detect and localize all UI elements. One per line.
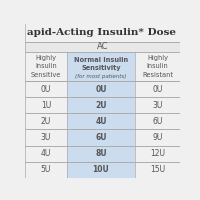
Text: Sensitive: Sensitive (31, 72, 61, 78)
Text: 6U: 6U (152, 117, 163, 126)
Text: 10U: 10U (93, 165, 109, 174)
FancyBboxPatch shape (25, 146, 67, 162)
Text: 0U: 0U (152, 85, 163, 94)
FancyBboxPatch shape (25, 113, 67, 129)
FancyBboxPatch shape (25, 52, 67, 81)
FancyBboxPatch shape (25, 81, 67, 97)
FancyBboxPatch shape (135, 129, 180, 146)
Text: Insulin: Insulin (35, 63, 57, 69)
FancyBboxPatch shape (135, 52, 180, 81)
FancyBboxPatch shape (25, 97, 67, 113)
Text: 9U: 9U (152, 133, 163, 142)
Text: 8U: 8U (95, 149, 107, 158)
FancyBboxPatch shape (25, 42, 180, 52)
FancyBboxPatch shape (135, 162, 180, 178)
Text: Sensitivity: Sensitivity (81, 65, 121, 71)
Text: 2U: 2U (41, 117, 51, 126)
FancyBboxPatch shape (135, 146, 180, 162)
Text: Insulin: Insulin (147, 63, 168, 69)
Text: Highly: Highly (147, 55, 168, 61)
Text: 0U: 0U (41, 85, 51, 94)
Text: 3U: 3U (41, 133, 51, 142)
FancyBboxPatch shape (67, 146, 135, 162)
Text: 1U: 1U (41, 101, 51, 110)
Text: 4U: 4U (95, 117, 107, 126)
FancyBboxPatch shape (67, 113, 135, 129)
Text: 4U: 4U (41, 149, 51, 158)
FancyBboxPatch shape (135, 81, 180, 97)
FancyBboxPatch shape (135, 113, 180, 129)
Text: (for most patients): (for most patients) (75, 74, 127, 79)
Text: Highly: Highly (35, 55, 56, 61)
Text: AC: AC (97, 42, 108, 51)
Text: apid-Acting Insulin* Dose: apid-Acting Insulin* Dose (27, 28, 176, 37)
FancyBboxPatch shape (25, 162, 67, 178)
Text: 3U: 3U (152, 101, 163, 110)
Text: Resistant: Resistant (142, 72, 173, 78)
FancyBboxPatch shape (25, 129, 67, 146)
Text: 15U: 15U (150, 165, 165, 174)
FancyBboxPatch shape (67, 162, 135, 178)
FancyBboxPatch shape (67, 97, 135, 113)
Text: 12U: 12U (150, 149, 165, 158)
Text: 6U: 6U (95, 133, 107, 142)
Text: 0U: 0U (95, 85, 107, 94)
Text: 5U: 5U (41, 165, 51, 174)
FancyBboxPatch shape (135, 97, 180, 113)
FancyBboxPatch shape (67, 81, 135, 97)
Text: Normal Insulin: Normal Insulin (74, 57, 128, 63)
Text: 2U: 2U (95, 101, 107, 110)
FancyBboxPatch shape (67, 52, 135, 81)
FancyBboxPatch shape (67, 129, 135, 146)
